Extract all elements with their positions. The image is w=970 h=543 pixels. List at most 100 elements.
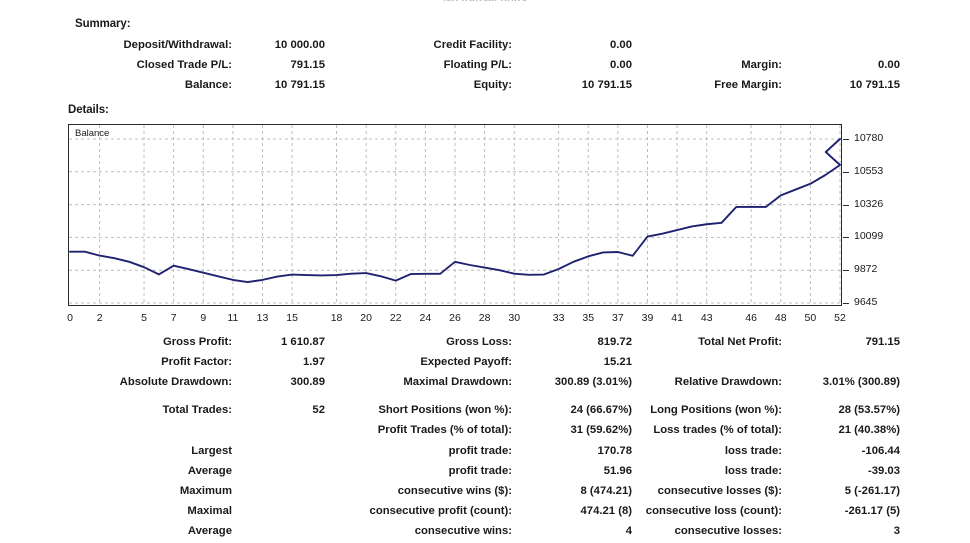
stat-value-largest-loss-trade: -106.44 (861, 445, 900, 457)
chart-y-tickmark (843, 270, 849, 272)
summary-row: Deposit/Withdrawal: 10 000.00 Credit Fac… (0, 35, 970, 55)
chart-y-axis-label: 9872 (854, 263, 878, 276)
stat-value-maximal-consecutive-profit: 474.21 (8) (580, 505, 633, 517)
stat-value-max-consecutive-wins: 8 (474.21) (580, 485, 633, 497)
stat-label-profit-trades: Profit Trades (% of total): (377, 424, 512, 436)
chart-x-axis-label: 46 (745, 312, 757, 324)
chart-x-axis-label: 18 (330, 312, 343, 324)
stat-label-relative-drawdown: Relative Drawdown: (674, 376, 782, 388)
summary-label-floating-pl: Floating P/L: (443, 59, 512, 71)
stat-label-total-net-profit: Total Net Profit: (698, 336, 782, 348)
chart-x-axis-label: 22 (389, 312, 402, 324)
stat-value-largest-profit-trade: 170.78 (597, 445, 632, 457)
summary-label-free-margin: Free Margin: (714, 79, 782, 91)
summary-row: Balance: 10 791.15 Equity: 10 791.15 Fre… (0, 75, 970, 95)
stat-label-maximum: Maximum (179, 485, 232, 497)
stat-label-short-positions: Short Positions (won %): (378, 404, 512, 416)
chart-y-tickmark (843, 237, 849, 239)
chart-x-axis-label: 50 (804, 312, 817, 324)
summary-value-deposit-withdrawal: 10 000.00 (274, 39, 325, 51)
chart-x-axis-label: 30 (508, 312, 521, 324)
stat-label-maximal-consecutive-loss: consecutive loss (count): (645, 505, 782, 517)
summary-label-closed-trade-pl: Closed Trade P/L: (136, 59, 232, 71)
summary-label-balance: Balance: (184, 79, 232, 91)
stat-label-maximal-drawdown: Maximal Drawdown: (403, 376, 512, 388)
stat-label-average: Average (187, 465, 232, 477)
stat-label-average-consecutive-losses: consecutive losses: (674, 525, 782, 537)
chart-x-axis-label: 15 (286, 312, 298, 324)
summary-value-equity: 10 791.15 (581, 79, 632, 91)
stat-value-average-consecutive-wins: 4 (625, 525, 632, 537)
summary-label-equity: Equity: (473, 79, 512, 91)
stat-label-average-profit-trade: profit trade: (448, 465, 512, 477)
stat-value-gross-profit: 1 610.87 (281, 336, 325, 348)
chart-x-axis-label: 43 (700, 312, 713, 324)
stat-value-profit-factor: 1.97 (303, 356, 325, 368)
chart-x-axis-label: 24 (419, 312, 432, 324)
stat-value-long-positions: 28 (53.57%) (838, 404, 900, 416)
summary-block: Deposit/Withdrawal: 10 000.00 Credit Fac… (0, 35, 970, 97)
details-section-title: Details: (68, 104, 109, 116)
summary-label-margin: Margin: (741, 59, 782, 71)
chart-y-tickmark (843, 139, 849, 140)
chart-y-axis-label: 10099 (854, 230, 884, 243)
chart-x-axis-label: 2 (96, 312, 103, 324)
summary-value-balance: 10 791.15 (274, 79, 325, 91)
chart-x-axis-label: 35 (582, 312, 595, 324)
summary-row: Closed Trade P/L: 791.15 Floating P/L: 0… (0, 55, 970, 75)
chart-x-axis-label: 48 (774, 312, 787, 324)
stat-label-absolute-drawdown: Absolute Drawdown: (119, 376, 232, 388)
stat-label-average-loss-trade: loss trade: (724, 465, 782, 477)
stat-value-profit-trades: 31 (59.62%) (570, 424, 632, 436)
chart-y-axis-label: 10553 (854, 164, 884, 177)
summary-section-title: Summary: (75, 18, 131, 30)
chart-x-axis-label: 9 (200, 312, 207, 324)
stat-label-max-consecutive-wins: consecutive wins ($): (397, 485, 512, 497)
chart-y-tickmark (843, 204, 849, 206)
chart-x-axis-label: 11 (227, 312, 239, 324)
stat-label-average-consecutive-wins: consecutive wins: (414, 525, 512, 537)
chart-y-axis-label: 10780 (854, 132, 884, 144)
chart-x-axis-label: 52 (834, 312, 846, 324)
stat-value-maximal-drawdown: 300.89 (3.01%) (554, 376, 632, 388)
stat-value-total-trades: 52 (312, 404, 325, 416)
stat-label-gross-profit: Gross Profit: (162, 336, 232, 348)
chart-x-axis-label: 26 (449, 312, 461, 324)
chart-x-axis-label: 7 (170, 312, 177, 324)
chart-y-tickmark (843, 303, 849, 304)
chart-x-axis-label: 41 (671, 312, 683, 324)
chart-plot-area: Balance (68, 124, 842, 306)
stat-label-total-trades: Total Trades: (162, 404, 232, 416)
stats-block-trades: Total Trades: 52 Short Positions (won %)… (0, 400, 970, 442)
stat-value-average-profit-trade: 51.96 (603, 465, 632, 477)
stat-label-largest: Largest (191, 445, 232, 457)
stat-label-largest-profit-trade: profit trade: (448, 445, 512, 457)
stat-label-long-positions: Long Positions (won %): (650, 404, 782, 416)
stat-value-short-positions: 24 (66.67%) (570, 404, 632, 416)
stat-label-maximal-consecutive-profit: consecutive profit (count): (369, 505, 512, 517)
stat-label-gross-loss: Gross Loss: (446, 336, 512, 348)
chart-x-axis-label: 37 (612, 312, 624, 324)
chart-legend-balance: Balance (75, 128, 110, 139)
stat-value-loss-trades: 21 (40.38%) (838, 424, 900, 436)
cut-off-header-text: No transactions (0, 0, 970, 1)
stat-label-max-consecutive-losses: consecutive losses ($): (657, 485, 782, 497)
chart-y-tickmark (843, 171, 849, 173)
balance-chart: Balance 9645 9872 10099 10326 10553 10780 0 2 5 7… (67, 124, 906, 329)
stat-value-expected-payoff: 15.21 (603, 356, 632, 368)
stat-label-average-2: Average (187, 525, 232, 537)
stat-value-maximal-consecutive-loss: -261.17 (5) (844, 505, 900, 517)
chart-x-axis-label: 0 (67, 312, 73, 324)
chart-x-axis-label: 33 (552, 312, 565, 324)
stats-block-extremes: Largest profit trade: 170.78 loss trade:… (0, 441, 970, 543)
chart-x-axis-label: 13 (256, 312, 269, 324)
summary-label-deposit-withdrawal: Deposit/Withdrawal: (123, 39, 232, 51)
chart-svg (69, 125, 841, 305)
stat-label-loss-trades: Loss trades (% of total): (653, 424, 782, 436)
summary-label-credit-facility: Credit Facility: (433, 39, 512, 51)
chart-x-axis-label: 28 (478, 312, 491, 324)
stat-value-relative-drawdown: 3.01% (300.89) (822, 376, 900, 388)
chart-x-axis-label: 20 (360, 312, 372, 324)
stat-label-expected-payoff: Expected Payoff: (420, 356, 512, 368)
